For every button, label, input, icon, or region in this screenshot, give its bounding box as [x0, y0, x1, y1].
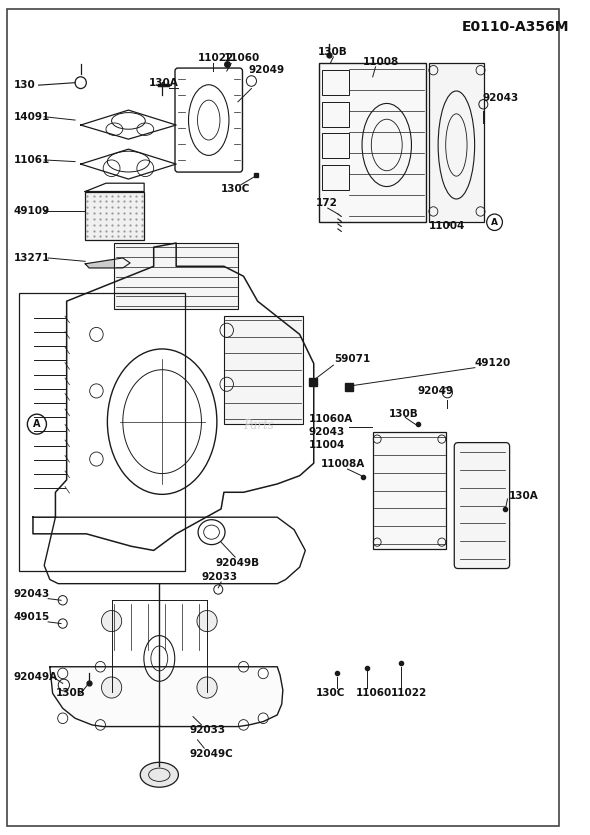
Text: 11008A: 11008A [320, 459, 365, 469]
Text: 11004: 11004 [429, 221, 466, 231]
Text: 172: 172 [316, 198, 337, 208]
Text: 130B: 130B [56, 688, 86, 698]
Ellipse shape [144, 763, 175, 783]
Text: Parts: Parts [244, 419, 274, 433]
Polygon shape [50, 667, 283, 726]
Bar [322, 70, 349, 95]
Text: 92049C: 92049C [189, 749, 234, 759]
Circle shape [238, 720, 248, 730]
Text: 11022: 11022 [391, 688, 428, 698]
Text: 49109: 49109 [14, 206, 50, 216]
Text: 92043: 92043 [482, 94, 519, 104]
Ellipse shape [140, 762, 178, 787]
Text: 130A: 130A [509, 492, 539, 502]
Text: 11008: 11008 [363, 57, 399, 67]
FancyBboxPatch shape [454, 443, 510, 569]
Bar [429, 63, 484, 222]
Circle shape [27, 414, 47, 434]
Circle shape [58, 619, 67, 628]
Circle shape [101, 610, 122, 631]
Text: 11022: 11022 [198, 53, 234, 63]
Circle shape [58, 679, 70, 691]
Text: 130: 130 [14, 80, 35, 90]
Circle shape [238, 661, 248, 672]
Text: 92049B: 92049B [215, 558, 260, 568]
Text: 130C: 130C [221, 184, 251, 194]
Text: 11004: 11004 [309, 440, 345, 450]
Bar [224, 316, 303, 424]
Text: 11061: 11061 [14, 155, 50, 165]
Text: 130B: 130B [317, 47, 348, 57]
Circle shape [258, 713, 268, 724]
Circle shape [101, 677, 122, 698]
Circle shape [58, 595, 67, 605]
Circle shape [96, 661, 106, 672]
Bar [114, 243, 238, 310]
Circle shape [258, 668, 268, 679]
Text: 130B: 130B [388, 409, 418, 419]
Circle shape [58, 668, 68, 679]
Circle shape [197, 677, 217, 698]
Text: 92043: 92043 [14, 589, 50, 599]
Text: 130A: 130A [149, 78, 179, 88]
Bar [373, 433, 445, 549]
Polygon shape [85, 258, 130, 268]
Text: 14091: 14091 [14, 112, 50, 122]
Text: 92049A: 92049A [14, 671, 57, 681]
Bar [322, 165, 349, 190]
Text: 92043: 92043 [309, 428, 345, 438]
Text: A: A [33, 419, 41, 429]
Text: 11060A: 11060A [309, 414, 353, 424]
Bar [19, 293, 185, 571]
Circle shape [58, 713, 68, 724]
Text: 130C: 130C [316, 688, 345, 698]
Text: 11060: 11060 [224, 53, 260, 63]
Text: 92049: 92049 [248, 65, 284, 75]
Text: 13271: 13271 [14, 253, 50, 263]
Bar [319, 63, 426, 222]
Text: A: A [491, 218, 498, 227]
Bar [322, 134, 349, 159]
Circle shape [96, 720, 106, 730]
Text: 59071: 59071 [335, 354, 371, 364]
Bar [322, 102, 349, 127]
Text: 49120: 49120 [475, 358, 511, 368]
Bar [85, 191, 144, 240]
Text: 11060: 11060 [356, 688, 392, 698]
Text: 92049: 92049 [418, 386, 454, 396]
Text: E0110-A356M: E0110-A356M [461, 20, 569, 34]
Text: 49015: 49015 [14, 612, 50, 622]
Circle shape [197, 610, 217, 631]
Text: 92033: 92033 [201, 572, 238, 582]
Circle shape [487, 214, 503, 230]
Text: 92033: 92033 [189, 725, 226, 735]
